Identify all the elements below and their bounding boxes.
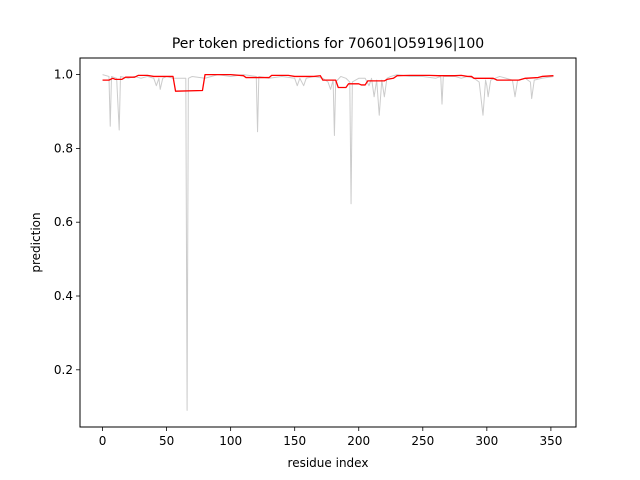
y-tick-label: 1.0 [54, 68, 73, 82]
y-tick-label: 0.8 [54, 141, 73, 155]
x-tick-label: 0 [99, 434, 107, 448]
x-tick-label: 200 [347, 434, 370, 448]
x-tick-label: 150 [283, 434, 306, 448]
y-tick-label: 0.2 [54, 363, 73, 377]
y-axis: 0.2 0.4 0.6 0.8 1.0 [54, 68, 80, 377]
series-line-smoothed [102, 73, 554, 92]
series-line-raw [102, 74, 554, 411]
chart-title: Per token predictions for 70601|O59196|1… [172, 36, 484, 52]
x-tick-label: 100 [219, 434, 242, 448]
plot-frame [79, 57, 577, 428]
plot-area [102, 73, 554, 411]
x-tick-label: 250 [411, 434, 434, 448]
x-tick-label: 350 [539, 434, 562, 448]
x-tick-label: 300 [475, 434, 498, 448]
y-tick-label: 0.6 [54, 215, 73, 229]
x-axis-label: residue index [288, 456, 369, 470]
x-tick-label: 50 [159, 434, 174, 448]
y-tick-label: 0.4 [54, 289, 73, 303]
y-axis-label: prediction [29, 212, 43, 272]
x-axis: 0 50 100 150 200 250 300 350 [99, 427, 562, 448]
